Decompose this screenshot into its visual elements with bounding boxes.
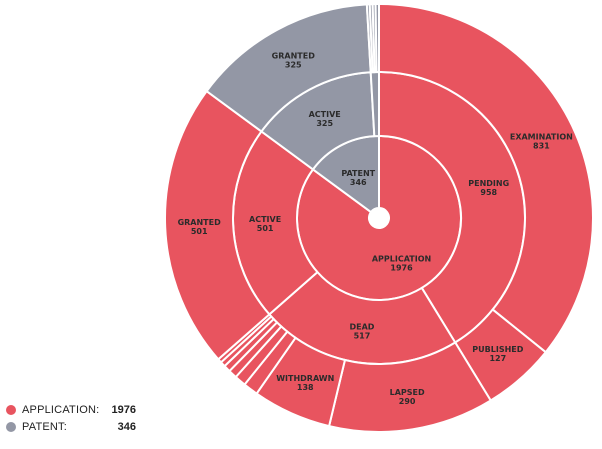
legend-value-application: 1976	[111, 403, 136, 416]
value-app-active: 501	[257, 224, 274, 233]
value-pending: 958	[480, 188, 497, 197]
center-hole	[370, 209, 388, 227]
label-published: PUBLISHED	[472, 345, 523, 354]
value-pat-active: 325	[316, 119, 333, 128]
value-published: 127	[489, 354, 506, 363]
label-granted-app: GRANTED	[178, 218, 222, 227]
value-lapsed: 290	[399, 397, 416, 406]
label-lapsed: LAPSED	[390, 388, 425, 397]
label-granted-pat: GRANTED	[272, 52, 316, 61]
value-dead: 517	[354, 332, 371, 341]
value-examination: 831	[533, 141, 550, 150]
label-patent: PATENT	[341, 169, 375, 178]
legend-item-application[interactable]: APPLICATION: 1976	[6, 401, 136, 418]
label-app: APPLICATION	[372, 255, 431, 264]
value-granted-app: 501	[191, 227, 208, 236]
legend-swatch-patent	[6, 421, 16, 432]
label-app-active: ACTIVE	[249, 215, 281, 224]
label-withdrawn: WITHDRAWN	[276, 374, 334, 383]
value-patent: 346	[350, 178, 367, 187]
value-withdrawn: 138	[297, 383, 314, 392]
label-dead: DEAD	[349, 323, 374, 332]
segment-examination[interactable]	[378, 2, 594, 354]
legend-value-patent: 346	[117, 420, 136, 433]
value-granted-pat: 325	[285, 61, 302, 70]
legend-swatch-application	[6, 404, 16, 415]
legend-label-application: APPLICATION:	[22, 403, 100, 416]
label-examination: EXAMINATION	[510, 132, 573, 141]
value-app: 1976	[390, 264, 413, 273]
label-pending: PENDING	[468, 179, 509, 188]
segment-pat-s4[interactable]	[374, 2, 380, 74]
legend-item-patent[interactable]: PATENT: 346	[6, 418, 136, 435]
legend-label-patent: PATENT:	[22, 420, 67, 433]
chart-legend: APPLICATION: 1976 PATENT: 346	[6, 401, 136, 435]
label-pat-active: ACTIVE	[309, 110, 341, 119]
